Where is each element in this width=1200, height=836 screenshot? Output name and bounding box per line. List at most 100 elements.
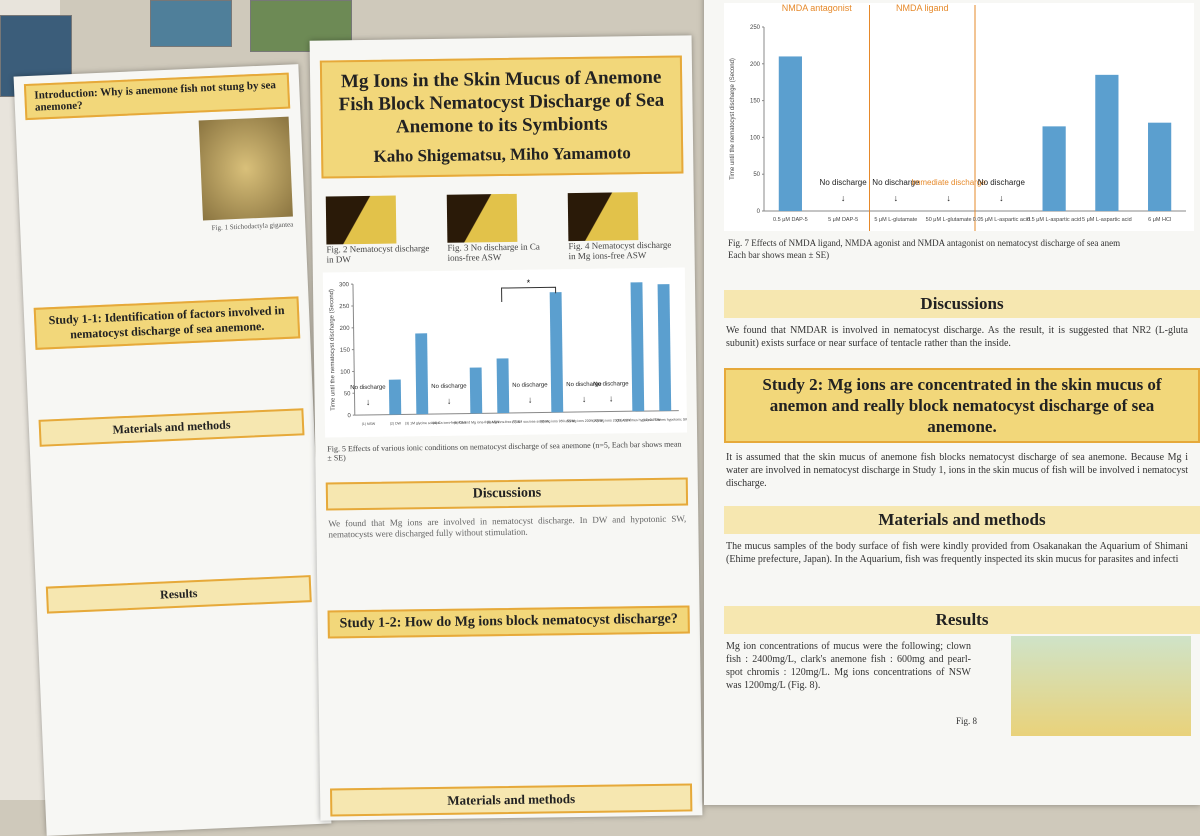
left-poster: Introduction: Why is anemone fish not st… xyxy=(14,64,332,836)
arrow: ↓ xyxy=(447,396,452,406)
section-title: Results xyxy=(724,606,1200,634)
y-tick-label: 100 xyxy=(340,369,351,375)
bar xyxy=(470,367,483,413)
bar xyxy=(658,284,672,411)
wall-art xyxy=(150,0,232,47)
bar xyxy=(389,380,401,415)
x-tick-label: 0.05 μM L-aspartic acid xyxy=(973,217,1030,223)
bar xyxy=(631,282,645,411)
axis xyxy=(355,411,679,416)
arrow: ↓ xyxy=(366,397,371,407)
bar-chart: Time until the nematocyst discharge (Sec… xyxy=(724,3,1194,231)
anemone-photo xyxy=(199,117,293,221)
bar-note: No discharge xyxy=(593,381,629,388)
section-title: Introduction: Why is anemone fish not st… xyxy=(24,73,290,121)
bar-note: No discharge xyxy=(350,385,386,392)
y-tick-label: 50 xyxy=(344,391,351,397)
bar xyxy=(1043,126,1066,211)
paragraph: The mucus samples of the body surface of… xyxy=(726,540,1188,566)
y-tick-label: 50 xyxy=(753,172,760,178)
x-tick-label: 5 μM L-glutamate xyxy=(874,217,917,223)
paragraph: It is assumed that the skin mucus of ane… xyxy=(726,451,1188,490)
poster-title: Mg Ions in the Skin Mucus of Anemone Fis… xyxy=(320,56,684,179)
bar xyxy=(1095,75,1118,211)
section-title: Materials and methods xyxy=(724,506,1200,534)
x-tick-label: 5 μM L-aspartic acid xyxy=(1082,217,1132,223)
section-title: Discussions xyxy=(724,290,1200,318)
arrow: ↓ xyxy=(609,393,614,403)
figure-caption: Fig. 4 Nematocyst discharge in Mg ions-f… xyxy=(568,240,673,261)
arrow: ↓ xyxy=(999,193,1004,203)
section-title: Study 1-1: Identification of factors inv… xyxy=(34,296,301,350)
paragraph: Mg ion concentrations of mucus were the … xyxy=(726,640,971,692)
bar xyxy=(497,358,510,413)
bar-note: Immediate discharge xyxy=(911,178,986,187)
figure: Fig. 3 No discharge in Ca ions-free ASW xyxy=(447,193,553,262)
bar xyxy=(550,292,564,412)
arrow: ↓ xyxy=(894,193,899,203)
figure-note: Each bar shows mean ± SE) xyxy=(728,250,1176,260)
annotation: * xyxy=(527,278,531,288)
bar-note: No discharge xyxy=(978,178,1026,187)
y-tick-label: 0 xyxy=(757,209,761,215)
y-tick-label: 250 xyxy=(750,25,761,31)
bar xyxy=(779,56,802,211)
intro-block: Fig. 1 Stichodactyla gigantea xyxy=(28,117,294,248)
y-tick-label: 150 xyxy=(750,99,761,105)
y-tick-label: 150 xyxy=(340,348,351,354)
section-title: Results xyxy=(46,575,312,614)
bar-chart: Time until the nematocyst discharge (Sec… xyxy=(323,267,687,437)
samples-photo xyxy=(1011,636,1191,736)
bar xyxy=(415,333,428,414)
figure-caption: Fig. 1 Stichodactyla gigantea xyxy=(212,221,294,233)
x-tick-label: 6 μM HCl xyxy=(1148,217,1171,223)
x-tick-label: (1) NSW xyxy=(362,422,376,426)
y-tick-label: 300 xyxy=(339,282,350,288)
arrow: ↓ xyxy=(528,395,533,405)
y-axis-label: Time until the nematocyst discharge (Sec… xyxy=(329,289,337,411)
x-tick-label: 0.5 μM DAP-5 xyxy=(773,217,808,223)
figure-caption: Fig. 2 Nematocyst discharge in DW xyxy=(326,243,431,264)
x-tick-label: (12) 0.75 times hypotonic SW xyxy=(642,417,687,422)
section-title: Study 1-2: How do Mg ions block nematocy… xyxy=(328,605,690,638)
authors: Kaho Shigematsu, Miho Yamamoto xyxy=(331,141,673,169)
right-poster: Time until the nematocyst discharge (Sec… xyxy=(704,0,1200,805)
x-tick-label: 0.5 μM L-aspartic acid xyxy=(1027,217,1081,223)
x-tick-label: 5 μM DAP-5 xyxy=(828,217,858,223)
photo xyxy=(326,196,397,245)
bar-note: No discharge xyxy=(431,384,467,391)
section-title: Study 2: Mg ions are concentrated in the… xyxy=(724,368,1200,443)
figure-caption: Fig. 3 No discharge in Ca ions-free ASW xyxy=(447,241,552,262)
bar xyxy=(1148,123,1171,211)
photo xyxy=(568,192,639,241)
figure-row: Fig. 2 Nematocyst discharge in DW Fig. 3… xyxy=(320,187,687,268)
x-tick-label: (2) DW xyxy=(390,421,402,425)
y-tick-label: 0 xyxy=(347,413,351,419)
paragraph: We found that Mg ions are involved in ne… xyxy=(328,513,686,540)
bar-note: No discharge xyxy=(512,382,548,389)
section-title: Materials and methods xyxy=(39,408,305,447)
bar-note: No discharge xyxy=(820,178,868,187)
y-tick-label: 250 xyxy=(339,304,350,310)
center-poster: Mg Ions in the Skin Mucus of Anemone Fis… xyxy=(310,35,703,820)
figure: Fig. 2 Nematocyst discharge in DW xyxy=(326,195,432,264)
figure-caption: Fig. 5 Effects of various ionic conditio… xyxy=(327,439,685,462)
section-title: Discussions xyxy=(326,477,688,510)
arrow: ↓ xyxy=(841,193,846,203)
photo: {"left_poster": { "intro_title": "Introd… xyxy=(0,0,1200,800)
significance-bracket xyxy=(502,287,556,302)
figure-caption: Fig. 7 Effects of NMDA ligand, NMDA agon… xyxy=(728,238,1176,248)
paragraph: We found that NMDAR is involved in nemat… xyxy=(726,324,1188,350)
results-block: Mg ion concentrations of mucus were the … xyxy=(726,640,1200,726)
y-axis-label: Time until the nematocyst discharge (Sec… xyxy=(730,58,736,180)
figure: Fig. 4 Nematocyst discharge in Mg ions-f… xyxy=(568,192,674,261)
y-tick-label: 100 xyxy=(750,135,761,141)
y-tick-label: 200 xyxy=(750,62,761,68)
group-label: NMDA antagonist xyxy=(782,3,853,13)
x-tick-label: 50 μM L-glutamate xyxy=(926,217,972,223)
title-text: Mg Ions in the Skin Mucus of Anemone Fis… xyxy=(330,66,673,140)
arrow: ↓ xyxy=(582,394,587,404)
photo xyxy=(447,194,518,243)
arrow: ↓ xyxy=(946,193,951,203)
group-label: NMDA ligand xyxy=(896,3,949,13)
